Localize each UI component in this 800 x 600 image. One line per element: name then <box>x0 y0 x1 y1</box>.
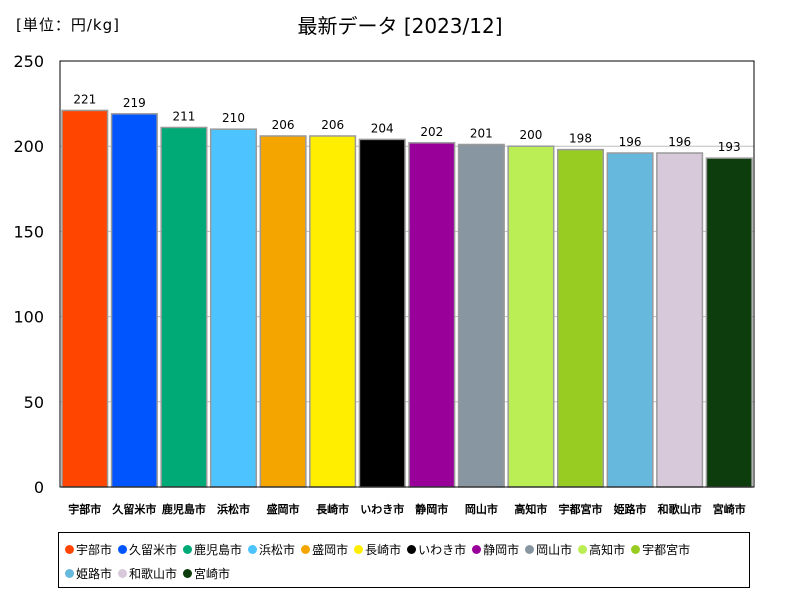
data-label: 206 <box>272 118 295 132</box>
bar <box>457 143 505 488</box>
bar <box>259 135 307 488</box>
legend-item: 浜松市 <box>248 539 295 560</box>
data-label: 221 <box>73 92 96 106</box>
legend-item: 高知市 <box>578 539 625 560</box>
x-category-label: 宇部市 <box>68 502 101 516</box>
legend-item: 和歌山市 <box>118 563 177 584</box>
legend-label: 長崎市 <box>365 543 402 557</box>
legend-label: 浜松市 <box>259 543 296 557</box>
bar <box>110 113 158 488</box>
legend-label: 姫路市 <box>76 567 113 581</box>
y-tick-label: 0 <box>34 478 44 497</box>
data-label: 202 <box>420 125 443 139</box>
legend-label: 盛岡市 <box>312 543 349 557</box>
data-label: 196 <box>619 135 642 149</box>
legend-marker-icon <box>118 545 128 554</box>
legend-item: 岡山市 <box>525 539 572 560</box>
legend-marker-icon <box>407 545 417 554</box>
y-tick-label: 50 <box>24 393 44 412</box>
x-category-label: 姫路市 <box>614 502 647 516</box>
legend-item: 長崎市 <box>354 539 401 560</box>
bar <box>209 128 258 488</box>
legend-item: いわき市 <box>407 539 466 560</box>
bar-chart: 0 50 100 150 200 250 宇部市 久留米市 鹿児島市 浜松市 盛岡市 長崎市 いわき市… <box>13 52 755 516</box>
x-category-label: 浜松市 <box>217 502 250 516</box>
legend-marker-icon <box>578 545 588 554</box>
x-category-label: 鹿児島市 <box>162 502 206 516</box>
y-tick-label: 200 <box>13 137 44 156</box>
chart-title: 最新データ [2023/12] <box>297 14 503 38</box>
legend-marker-icon <box>525 545 535 554</box>
legend-item: 宮崎市 <box>183 563 230 584</box>
data-label: 200 <box>519 128 542 142</box>
bar <box>507 145 555 488</box>
legend-label: 宮崎市 <box>194 567 231 581</box>
x-category-label: 岡山市 <box>465 502 498 516</box>
data-label: 196 <box>668 135 691 149</box>
x-category-label: 高知市 <box>514 502 547 516</box>
bar <box>358 138 406 488</box>
x-category-label: いわき市 <box>360 502 404 516</box>
x-category-label: 静岡市 <box>415 502 448 516</box>
y-tick-label: 250 <box>13 52 44 71</box>
legend-label: いわき市 <box>418 543 467 557</box>
legend-label: 久留米市 <box>129 543 178 557</box>
legend-item: 静岡市 <box>472 539 519 560</box>
x-category-label: 盛岡市 <box>267 502 300 516</box>
legend-marker-icon <box>183 569 193 578</box>
bar <box>556 148 605 488</box>
legend-label: 宇都宮市 <box>642 543 691 557</box>
legend-label: 岡山市 <box>536 543 573 557</box>
legend-label: 宇部市 <box>76 543 113 557</box>
legend-marker-icon <box>65 545 74 554</box>
legend-marker-icon <box>354 545 364 554</box>
data-label: 198 <box>569 132 592 146</box>
legend-label: 高知市 <box>589 543 626 557</box>
legend-label: 和歌山市 <box>129 567 178 581</box>
x-category-label: 久留米市 <box>112 502 156 516</box>
legend-marker-icon <box>183 545 193 554</box>
legend: 宇部市 久留米市 鹿児島市 浜松市 盛岡市 長崎市 いわき市 静岡市 岡山市 高知市 宇都宮市姫路市… <box>58 532 750 588</box>
bar <box>160 126 208 488</box>
legend-marker-icon <box>301 545 311 554</box>
unit-label: [単位：円/kg] <box>16 16 120 34</box>
legend-marker-icon <box>118 569 128 578</box>
data-label: 193 <box>718 140 741 154</box>
data-label: 201 <box>470 126 493 140</box>
data-label: 204 <box>371 121 394 135</box>
y-tick-label: 150 <box>13 222 44 241</box>
plot-frame <box>59 60 755 488</box>
bar <box>61 109 109 488</box>
legend-label: 静岡市 <box>483 543 520 557</box>
data-label: 211 <box>172 109 195 123</box>
bar <box>309 135 357 488</box>
data-label: 219 <box>123 96 146 110</box>
x-category-label: 和歌山市 <box>658 502 702 516</box>
legend-item: 久留米市 <box>118 539 177 560</box>
legend-marker-icon <box>248 545 258 554</box>
legend-item: 宇都宮市 <box>631 539 690 560</box>
bar <box>656 152 704 488</box>
bar <box>408 142 456 488</box>
x-category-label: 宮崎市 <box>713 502 746 516</box>
x-category-label: 長崎市 <box>316 502 349 516</box>
legend-item: 宇部市 <box>65 539 112 560</box>
legend-label: 鹿児島市 <box>194 543 243 557</box>
legend-marker-icon <box>65 569 74 578</box>
legend-item: 盛岡市 <box>301 539 348 560</box>
legend-item: 鹿児島市 <box>183 539 242 560</box>
legend-marker-icon <box>631 545 641 554</box>
legend-marker-icon <box>472 545 482 554</box>
data-label: 210 <box>222 111 245 125</box>
y-tick-label: 100 <box>13 308 44 327</box>
bar <box>606 152 654 488</box>
data-label: 206 <box>321 118 344 132</box>
legend-item: 姫路市 <box>65 563 112 584</box>
bar <box>705 157 753 488</box>
x-category-label: 宇都宮市 <box>559 502 603 516</box>
